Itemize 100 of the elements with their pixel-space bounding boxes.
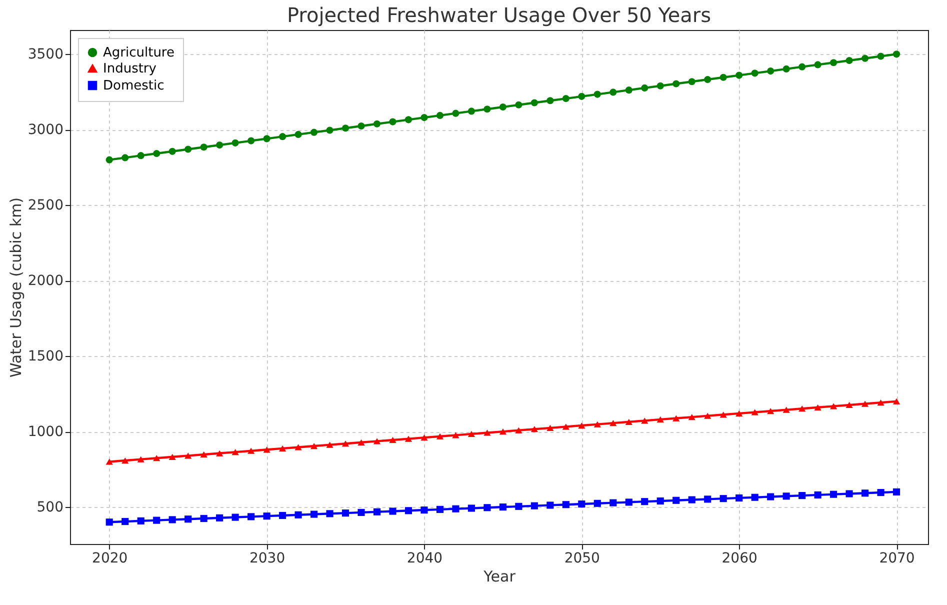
legend-label: Domestic	[103, 78, 164, 94]
point	[310, 510, 318, 518]
point	[610, 88, 617, 96]
point	[342, 440, 350, 447]
x-axis-title: Year	[482, 568, 516, 586]
point	[326, 126, 334, 134]
point	[846, 402, 853, 408]
point	[546, 502, 554, 509]
point	[499, 428, 506, 435]
point	[278, 133, 286, 140]
point	[782, 492, 790, 500]
point	[751, 494, 758, 501]
point	[814, 491, 822, 498]
point	[782, 65, 790, 72]
point	[342, 510, 350, 517]
point	[184, 516, 192, 523]
point	[892, 398, 900, 404]
point	[578, 422, 586, 429]
point	[704, 412, 712, 419]
point	[468, 108, 475, 115]
point	[168, 148, 176, 155]
point	[263, 512, 270, 520]
point	[877, 52, 884, 60]
point	[814, 61, 822, 68]
point	[562, 501, 570, 508]
point	[248, 448, 255, 454]
point	[562, 95, 570, 102]
point	[278, 445, 286, 452]
point	[688, 414, 696, 420]
y-axis-title: Water Usage (cubic km)	[6, 197, 25, 378]
point	[656, 497, 664, 505]
point	[751, 409, 758, 416]
point	[767, 68, 774, 75]
point	[358, 439, 365, 446]
point	[373, 508, 381, 516]
point	[232, 449, 239, 456]
x-tick-label: 2040	[406, 550, 443, 566]
point	[610, 420, 617, 426]
point	[877, 399, 884, 406]
point	[294, 130, 302, 138]
point	[736, 410, 743, 416]
point	[452, 432, 460, 438]
point	[404, 507, 412, 514]
point	[830, 490, 838, 498]
point	[562, 424, 570, 430]
y-tick-label: 1500	[28, 348, 64, 365]
point	[751, 70, 758, 77]
point	[688, 496, 696, 504]
x-tick-label: 2020	[92, 550, 128, 566]
point	[499, 103, 506, 111]
y-tick-label: 2500	[28, 198, 64, 214]
point	[830, 59, 838, 66]
point	[672, 496, 680, 504]
point	[200, 514, 208, 522]
point	[263, 135, 270, 142]
point	[436, 433, 444, 440]
point	[216, 514, 224, 522]
y-tick-label: 3500	[28, 46, 64, 63]
point	[641, 418, 648, 424]
point	[767, 408, 774, 414]
point	[861, 400, 869, 407]
point	[216, 450, 224, 456]
point	[153, 516, 160, 524]
point	[200, 144, 208, 151]
point	[436, 506, 444, 513]
point	[373, 438, 381, 444]
point	[830, 403, 838, 410]
legend-label: Industry	[103, 62, 157, 76]
point	[861, 490, 869, 497]
point	[404, 116, 412, 124]
point	[310, 128, 318, 136]
point	[641, 84, 648, 92]
point	[248, 513, 255, 520]
x-tick-label: 2070	[879, 550, 915, 566]
point	[200, 451, 208, 458]
point	[846, 56, 853, 64]
point	[389, 118, 396, 126]
point	[892, 488, 900, 496]
point	[232, 139, 239, 146]
point	[263, 446, 270, 453]
point	[736, 494, 743, 502]
legend-label: Agriculture	[103, 46, 174, 60]
point	[578, 92, 586, 100]
point	[625, 498, 632, 506]
point	[168, 516, 176, 524]
point	[530, 502, 538, 510]
x-tick-label: 2050	[564, 550, 600, 566]
point	[625, 418, 632, 425]
point	[137, 456, 144, 462]
point	[342, 124, 350, 132]
point	[310, 442, 318, 450]
point	[861, 54, 869, 62]
point	[294, 444, 302, 450]
point	[122, 154, 129, 162]
point	[452, 505, 460, 512]
point	[232, 514, 239, 521]
point	[610, 499, 617, 506]
y-tick-label: 2000	[28, 273, 64, 290]
point	[672, 80, 680, 88]
point	[892, 50, 900, 58]
